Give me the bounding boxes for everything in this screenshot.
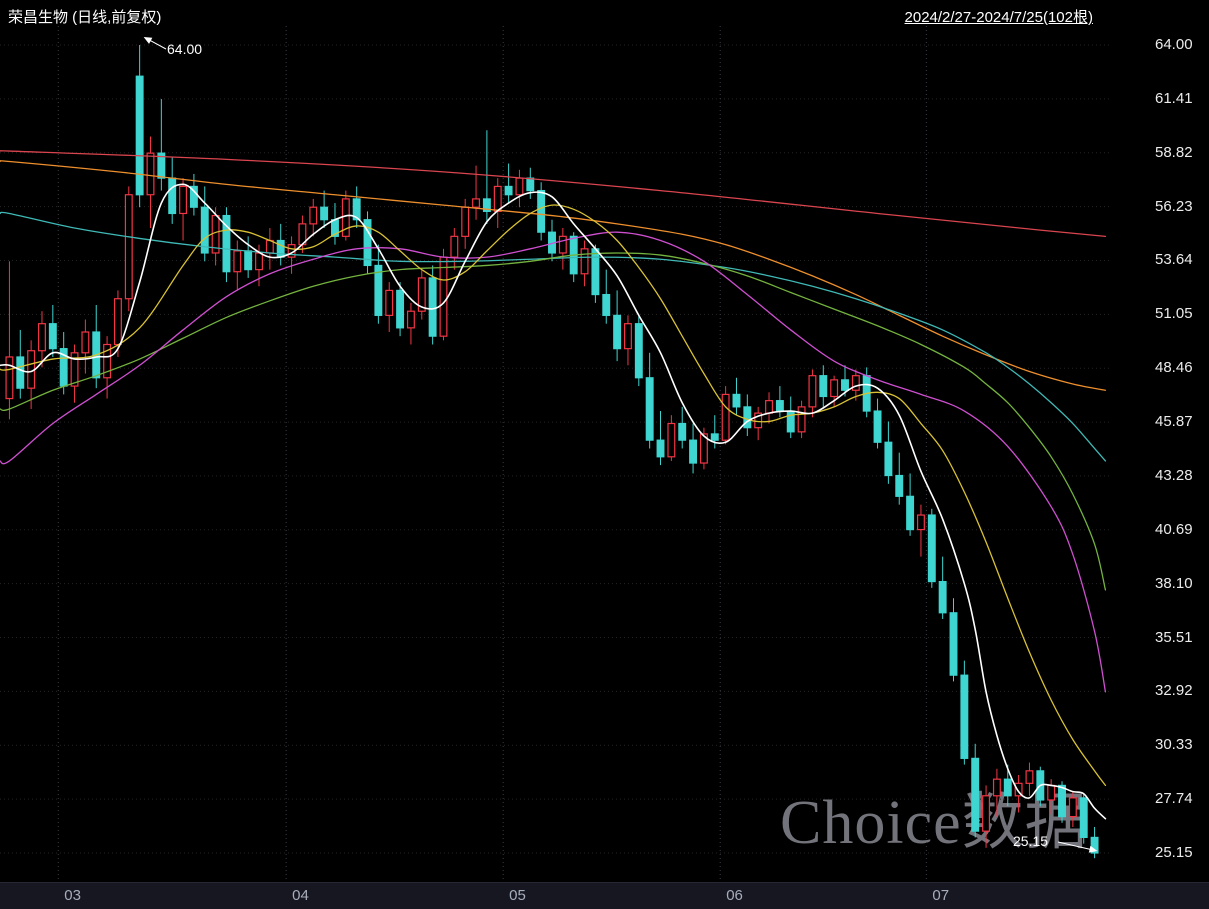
y-axis-label: 53.64: [1155, 251, 1193, 269]
y-axis-label: 30.33: [1155, 736, 1193, 754]
x-axis-label: 05: [509, 887, 526, 904]
y-axis-label: 48.46: [1155, 359, 1193, 377]
y-axis-label: 38.10: [1155, 574, 1193, 592]
y-axis-label: 64.00: [1155, 36, 1193, 53]
y-axis-label: 51.05: [1155, 305, 1193, 323]
x-axis-bar: 03 04 05 06 07: [0, 882, 1209, 909]
last-price-annotation: 25.15: [1013, 833, 1049, 849]
x-axis-label: 04: [292, 887, 309, 904]
y-axis-label: 40.69: [1155, 520, 1193, 538]
x-axis-label: 06: [726, 887, 743, 904]
y-axis-label: 45.87: [1155, 413, 1193, 431]
y-axis-label: 25.15: [1155, 844, 1193, 861]
date-range-link[interactable]: 2024/2/27-2024/7/25(102根): [904, 9, 1093, 26]
y-axis-label: 43.28: [1155, 466, 1193, 484]
x-axis-label: 03: [64, 887, 81, 904]
choice-watermark: Choice数据: [780, 789, 1088, 857]
x-axis-label: 07: [932, 887, 950, 904]
y-axis-label: 35.51: [1155, 628, 1193, 646]
y-axis-label: 61.41: [1155, 89, 1193, 107]
y-axis-label: 32.92: [1155, 682, 1193, 700]
y-axis-label: 56.23: [1155, 197, 1193, 215]
high-price-annotation: 64.00: [167, 41, 203, 57]
y-axis-label: 58.82: [1155, 143, 1193, 161]
y-axis-label: 27.74: [1155, 790, 1193, 808]
